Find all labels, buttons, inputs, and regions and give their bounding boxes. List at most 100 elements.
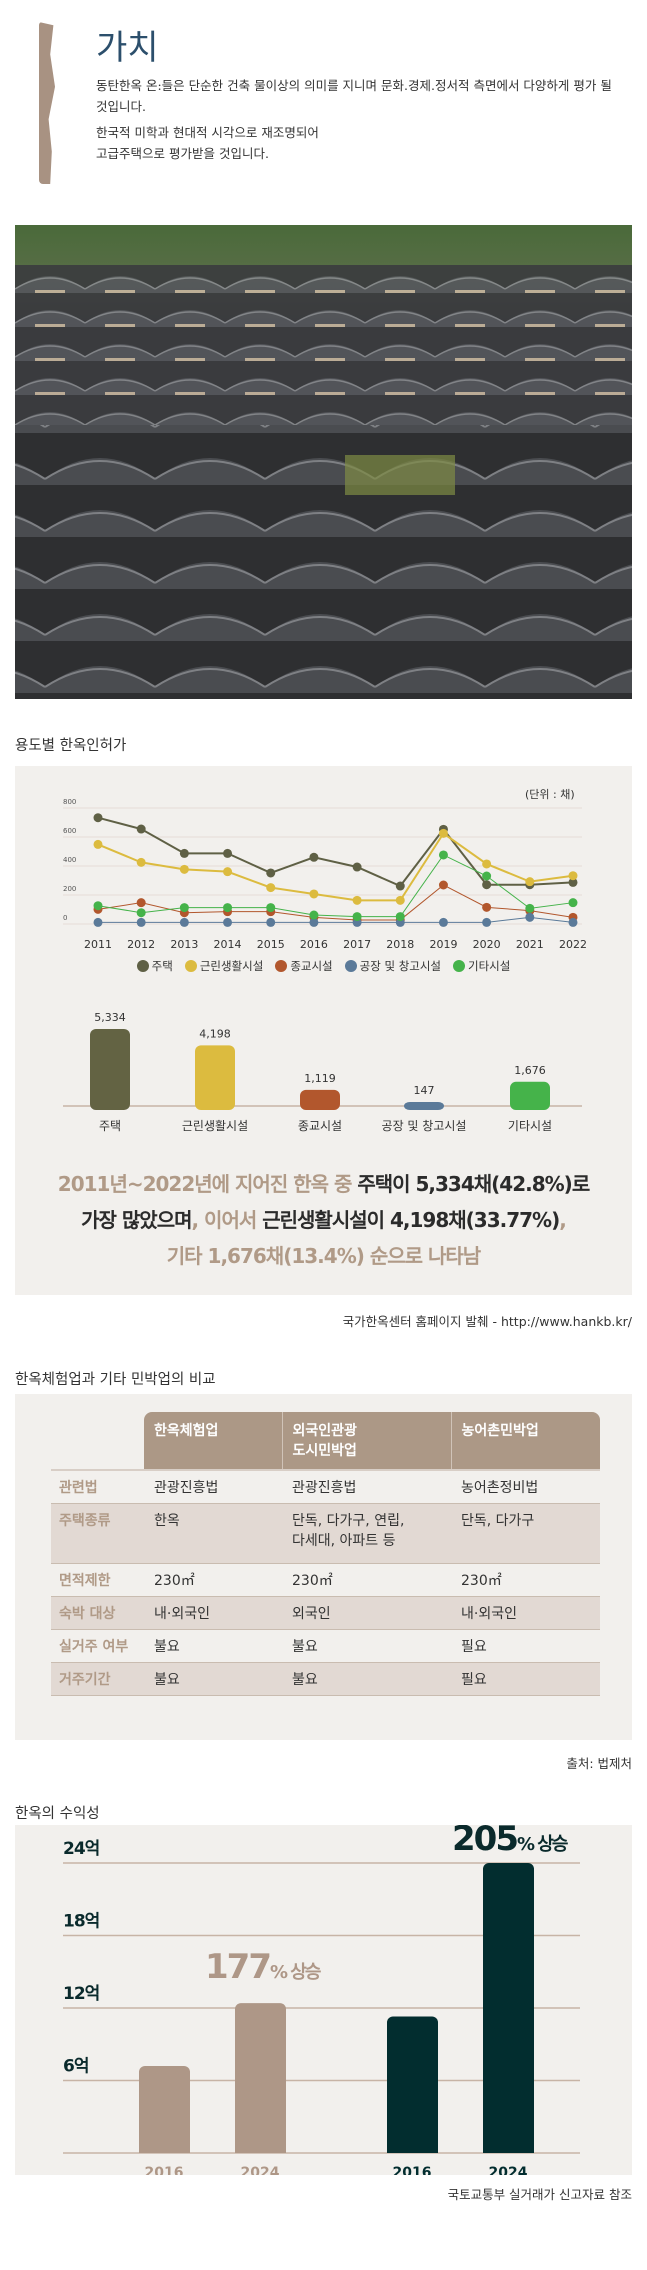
chart-legend: 주택 근린생활시설 종교시설 공장 및 창고시설 기타시설 [0, 958, 647, 974]
x-tick-label: 2013 [170, 938, 198, 951]
table-row: 주택종류 한옥 단독, 다가구, 연립, 다세대, 아파트 등 단독, 다가구 [51, 1503, 600, 1564]
data-point [352, 895, 362, 905]
source-note: 국가한옥센터 홈페이지 발췌 - http://www.hankb.kr/ [342, 1314, 632, 1329]
profit-chart-panel: 6억 12억 18억 24억 2016 2024 2016 2024 177% 상승 205% 상… [15, 1825, 632, 2175]
data-point [136, 917, 146, 927]
data-point [179, 864, 189, 874]
x-tick-label: 2011 [84, 938, 112, 951]
bar-chart: 5,334 주택 4,198 근린생활시설 1,119 종교시설 147 공장 및 창고시설 1… [63, 1011, 582, 1133]
data-point [525, 903, 535, 913]
x-tick-label: 2020 [473, 938, 501, 951]
bar-base [483, 2147, 534, 2153]
legend-label: 기타시설 [468, 959, 511, 973]
section-title: 용도별 한옥인허가 [15, 738, 127, 754]
data-point [136, 857, 146, 867]
series-line [97, 854, 574, 918]
intro-paragraph: 동탄한옥 온:들은 단순한 건축 물이상의 의미를 지니며 문화.경제.정서적 … [96, 78, 612, 114]
x-tick-label: 2019 [429, 938, 457, 951]
source-note: 출처: 법제처 [566, 1756, 632, 1771]
profit-bar-chart: 6억 12억 18억 24억 2016 2024 2016 2024 177% 상승 205% 상… [63, 1825, 580, 2175]
legend-dot-icon [275, 960, 288, 972]
bar-category-label: 종교시설 [298, 1119, 342, 1133]
legend-item: 공장 및 창고시설 [344, 958, 441, 974]
x-tick-label: 2022 [559, 938, 587, 951]
x-tick-label: 2017 [343, 938, 371, 951]
data-point [179, 917, 189, 927]
data-point [352, 862, 362, 872]
hanok-village-photo [15, 225, 632, 699]
x-tick-label: 2024 [489, 2165, 528, 2175]
data-point [395, 912, 405, 922]
x-tick-label: 2021 [516, 938, 544, 951]
y-tick-label: 12억 [63, 1984, 99, 2004]
bar [510, 1081, 550, 1110]
bar-base [139, 2147, 190, 2153]
data-point [525, 912, 535, 922]
bar-value-label: 5,334 [94, 1011, 126, 1024]
brush-stroke-decoration [39, 22, 55, 184]
x-tick-label: 2012 [127, 938, 155, 951]
legend-item: 종교시설 [275, 958, 333, 974]
data-point [93, 901, 103, 911]
x-tick-label: 2015 [257, 938, 285, 951]
bar-value-label: 4,198 [199, 1027, 231, 1040]
data-point [352, 912, 362, 922]
data-point [482, 902, 492, 912]
x-tick-label: 2016 [300, 938, 328, 951]
bar [483, 1863, 534, 2153]
series-line [97, 884, 574, 921]
table-cell: 내·외국인 [451, 1596, 600, 1630]
data-point [136, 898, 146, 908]
page-title: 가치 [96, 28, 159, 68]
table-cell: 단독, 다가구 [451, 1503, 600, 1564]
table-cell: 필요 [451, 1662, 600, 1696]
column-header: 농어촌민박업 [450, 1412, 600, 1470]
table-cell: 단독, 다가구, 연립, 다세대, 아파트 등 [282, 1503, 451, 1564]
row-label: 숙박 대상 [51, 1596, 144, 1630]
line-chart: 0 200 400 600 800 2011 2012 2013 2014 2015 2016 201… [63, 798, 587, 951]
table-cell: 관광진흥법 [282, 1470, 451, 1504]
intro-line: 고급주택으로 평가받을 것입니다. [96, 146, 269, 161]
row-label: 관련법 [51, 1470, 144, 1504]
table-row: 면적제한 230㎡ 230㎡ 230㎡ [51, 1563, 600, 1597]
bar-value-label: 1,119 [304, 1072, 336, 1085]
data-point [266, 917, 276, 927]
data-point [223, 848, 233, 858]
bar-value-label: 1,676 [514, 1064, 546, 1077]
table-cell: 불요 [144, 1662, 282, 1696]
series-line [97, 816, 574, 888]
bar [300, 1089, 340, 1110]
row-label: 실거주 여부 [51, 1629, 144, 1663]
data-point [395, 895, 405, 905]
growth-annotation: 205% 상승 [452, 1825, 568, 1859]
unit-label: (단위 : 채) [525, 788, 575, 801]
data-point [179, 903, 189, 913]
data-point [438, 828, 448, 838]
data-point [482, 917, 492, 927]
x-tick-label: 2014 [214, 938, 242, 951]
y-tick-label: 400 [63, 856, 76, 864]
bar-category-label: 공장 및 창고시설 [382, 1119, 467, 1133]
section-title: 한옥체험업과 기타 민박업의 비교 [15, 1372, 216, 1388]
data-point [482, 871, 492, 881]
y-tick-label: 0 [63, 914, 67, 922]
legend-dot-icon [453, 960, 466, 972]
row-label: 주택종류 [51, 1503, 144, 1564]
table-cell: 외국인 [282, 1596, 451, 1630]
summary-line-2: 가장 많았으며, 이어서 근린생활시설이 4,198채(33.77%), [81, 1208, 567, 1232]
table-cell: 관광진흥법 [144, 1470, 282, 1504]
table-cell: 230㎡ [282, 1563, 451, 1597]
growth-annotation: 177% 상승 [205, 1947, 321, 1987]
table-row: 관련법 관광진흥법 관광진흥법 농어촌정비법 [51, 1470, 600, 1504]
comparison-table: 한옥체험업 외국인관광 도시민박업 농어촌민박업 관련법 관광진흥법 관광진흥법 농어… [51, 1412, 600, 1696]
y-tick-label: 800 [63, 798, 76, 806]
bar [195, 1045, 235, 1110]
bar-base [387, 2147, 438, 2153]
data-point [309, 889, 319, 899]
x-tick-label: 2016 [145, 2165, 184, 2175]
y-tick-label: 600 [63, 827, 76, 835]
table-cell: 불요 [144, 1629, 282, 1663]
bar [387, 2016, 438, 2153]
data-point [223, 903, 233, 913]
legend-dot-icon [344, 960, 357, 972]
